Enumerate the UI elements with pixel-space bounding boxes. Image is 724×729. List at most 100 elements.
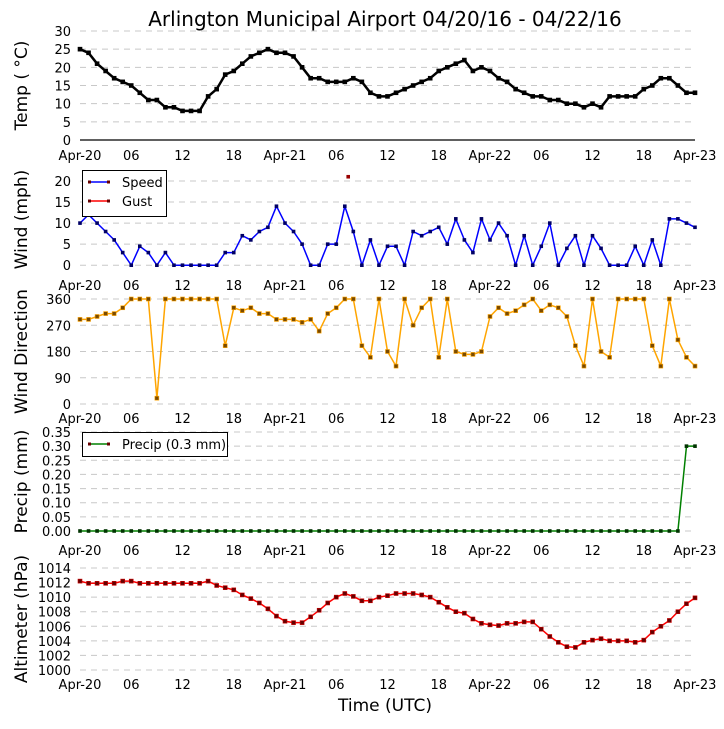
data-point bbox=[556, 640, 561, 645]
data-point bbox=[454, 529, 458, 533]
data-point bbox=[624, 263, 629, 268]
data-point bbox=[641, 529, 646, 533]
data-point bbox=[641, 263, 646, 268]
legend-box bbox=[82, 170, 167, 217]
data-point bbox=[283, 221, 287, 225]
x-tick-label: 06 bbox=[123, 678, 140, 693]
data-point bbox=[111, 580, 117, 586]
data-point bbox=[231, 587, 237, 593]
data-point bbox=[675, 337, 681, 343]
data-point bbox=[513, 263, 518, 268]
data-point bbox=[615, 638, 621, 644]
data-point bbox=[146, 580, 151, 586]
legend-marker bbox=[88, 199, 91, 203]
data-point bbox=[556, 97, 561, 103]
data-point bbox=[282, 618, 288, 624]
data-point bbox=[419, 233, 424, 238]
data-point bbox=[410, 591, 416, 596]
data-point bbox=[393, 90, 399, 96]
x-tick-label: 06 bbox=[533, 412, 550, 427]
data-point bbox=[684, 444, 689, 448]
y-axis-label: Wind Direction bbox=[12, 289, 32, 414]
data-point bbox=[180, 108, 185, 114]
data-point bbox=[487, 68, 493, 74]
series-line bbox=[80, 298, 696, 399]
data-point bbox=[257, 229, 262, 234]
data-point bbox=[624, 94, 629, 99]
y-tick-label: 1012 bbox=[38, 577, 71, 592]
y-tick-label: 0 bbox=[63, 398, 71, 413]
data-point bbox=[180, 580, 185, 586]
data-point bbox=[487, 622, 493, 628]
y-tick-label: 0.30 bbox=[42, 440, 71, 455]
data-point bbox=[470, 68, 476, 74]
data-point bbox=[436, 225, 441, 230]
data-point bbox=[214, 583, 219, 588]
data-point bbox=[274, 529, 279, 533]
data-point bbox=[137, 580, 143, 586]
data-point bbox=[146, 296, 151, 302]
data-point bbox=[146, 97, 151, 103]
data-point bbox=[360, 263, 364, 268]
data-point bbox=[368, 355, 373, 360]
data-point bbox=[265, 311, 271, 316]
data-point bbox=[581, 363, 587, 369]
data-point bbox=[154, 395, 160, 401]
data-point bbox=[410, 83, 416, 88]
data-point bbox=[368, 598, 373, 604]
data-point bbox=[556, 305, 561, 311]
data-point bbox=[607, 263, 612, 268]
data-point bbox=[402, 591, 407, 596]
data-point bbox=[693, 444, 697, 448]
legend-marker bbox=[107, 199, 110, 203]
data-point bbox=[436, 599, 442, 605]
data-point bbox=[266, 225, 270, 230]
data-point bbox=[624, 638, 629, 644]
data-point bbox=[667, 75, 672, 81]
data-point bbox=[658, 75, 664, 81]
data-point bbox=[111, 75, 117, 81]
data-point bbox=[402, 296, 407, 302]
data-point bbox=[316, 328, 322, 334]
y-tick-label: 0.35 bbox=[42, 426, 71, 441]
x-tick-label: 06 bbox=[328, 544, 345, 559]
data-point bbox=[667, 529, 672, 533]
data-point bbox=[419, 305, 424, 311]
data-point bbox=[103, 580, 108, 586]
data-point bbox=[692, 90, 698, 96]
x-tick-label: 12 bbox=[174, 678, 191, 693]
data-point bbox=[78, 529, 82, 533]
data-point bbox=[547, 634, 553, 639]
data-point bbox=[598, 636, 604, 641]
data-point bbox=[402, 86, 407, 92]
data-point bbox=[111, 311, 117, 316]
data-point bbox=[504, 79, 510, 85]
x-tick-label: Apr-21 bbox=[264, 544, 307, 559]
data-point bbox=[128, 296, 134, 302]
x-tick-label: 06 bbox=[123, 149, 140, 164]
data-point bbox=[205, 94, 211, 99]
chart-title: Arlington Municipal Airport 04/20/16 - 0… bbox=[148, 7, 621, 31]
y-tick-label: 1014 bbox=[38, 562, 71, 577]
x-tick-label: 06 bbox=[533, 678, 550, 693]
x-tick-label: Apr-21 bbox=[264, 412, 307, 427]
data-point bbox=[154, 580, 160, 586]
x-tick-label: 12 bbox=[379, 544, 396, 559]
data-point bbox=[180, 263, 185, 268]
data-point bbox=[659, 529, 663, 533]
data-point bbox=[479, 217, 484, 221]
data-point bbox=[308, 614, 313, 620]
data-point bbox=[248, 54, 254, 59]
data-point bbox=[436, 68, 442, 74]
data-point bbox=[385, 94, 390, 99]
data-point bbox=[334, 242, 339, 246]
data-point bbox=[590, 529, 595, 533]
data-point bbox=[479, 349, 484, 354]
y-axis-label: Precip (mm) bbox=[12, 430, 32, 534]
data-point bbox=[77, 578, 83, 584]
data-point bbox=[120, 250, 125, 255]
data-point bbox=[522, 529, 526, 533]
x-tick-label: 18 bbox=[430, 544, 447, 559]
x-tick-label: 12 bbox=[584, 412, 601, 427]
data-point bbox=[299, 620, 305, 625]
